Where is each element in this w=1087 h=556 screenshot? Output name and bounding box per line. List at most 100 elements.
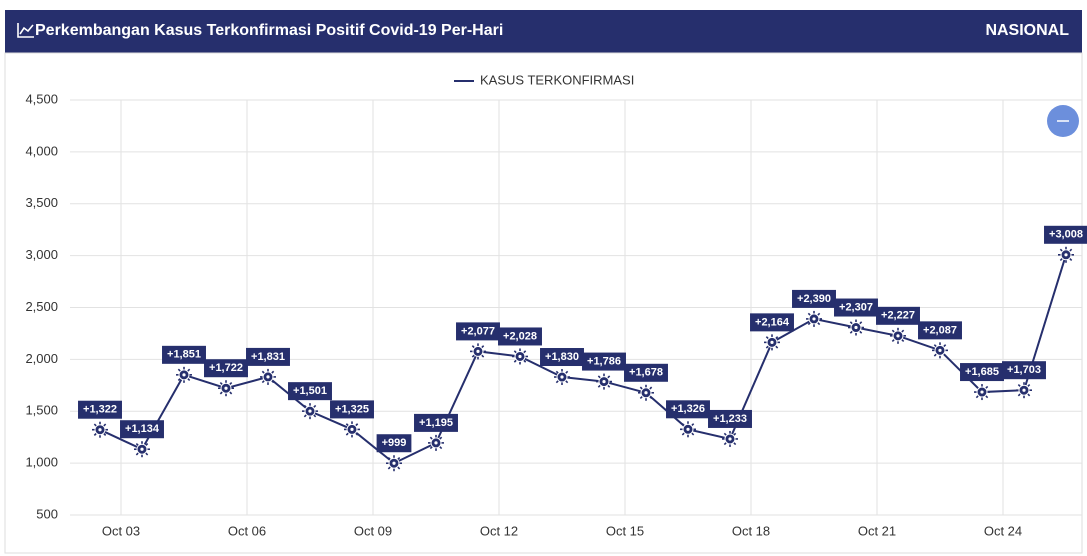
data-label: +1,678 xyxy=(624,363,668,382)
data-label-text: +1,134 xyxy=(125,423,160,435)
data-label-bg xyxy=(376,434,412,453)
data-label: +1,851 xyxy=(162,345,206,364)
marker-core xyxy=(980,390,984,394)
data-label-bg xyxy=(120,420,164,439)
marker-core xyxy=(308,409,312,413)
data-label-text: +2,390 xyxy=(797,293,831,305)
marker-core xyxy=(392,461,396,465)
x-tick-label: Oct 24 xyxy=(984,523,1022,538)
data-label-text: +2,087 xyxy=(923,324,957,336)
data-label: +1,831 xyxy=(246,347,290,366)
point-marker xyxy=(722,430,738,447)
data-label-bg xyxy=(78,400,122,419)
marker-core xyxy=(434,441,438,445)
point-marker xyxy=(134,441,150,458)
data-label-text: +1,703 xyxy=(1007,364,1041,376)
x-tick-label: Oct 09 xyxy=(354,523,392,538)
marker-core xyxy=(518,354,522,359)
data-label-bg xyxy=(498,327,542,346)
data-label-bg xyxy=(1002,361,1046,380)
data-label-bg xyxy=(162,345,206,364)
y-tick-label: 500 xyxy=(36,506,58,521)
header-bar xyxy=(5,10,1082,53)
point-marker xyxy=(512,348,528,365)
point-marker xyxy=(92,421,108,438)
data-label-bg xyxy=(246,347,290,366)
data-label-text: +999 xyxy=(382,437,407,449)
point-marker xyxy=(1016,382,1032,399)
y-tick-label: 4,000 xyxy=(25,143,58,158)
header-title: Perkembangan Kasus Terkonfirmasi Positif… xyxy=(35,22,503,39)
point-marker xyxy=(596,373,612,390)
marker-core xyxy=(812,317,816,321)
data-label: +2,307 xyxy=(834,298,878,317)
point-marker xyxy=(176,366,192,383)
point-marker xyxy=(848,319,864,336)
point-marker xyxy=(764,334,780,351)
point-marker xyxy=(806,310,822,327)
data-label-text: +1,195 xyxy=(419,417,453,429)
marker-core xyxy=(98,428,102,432)
data-label-text: +1,851 xyxy=(167,349,201,361)
point-marker xyxy=(890,327,906,344)
x-tick-label: Oct 15 xyxy=(606,523,644,538)
marker-core xyxy=(644,391,648,395)
data-label-text: +1,722 xyxy=(209,362,243,374)
data-label: +2,077 xyxy=(456,322,500,341)
data-label: +2,164 xyxy=(750,313,794,332)
data-label: +999 xyxy=(376,434,412,453)
marker-core xyxy=(602,379,606,384)
data-label-bg xyxy=(708,409,752,428)
data-label-bg xyxy=(876,306,920,325)
data-label: +1,722 xyxy=(204,359,248,378)
y-tick-label: 2,500 xyxy=(25,299,58,314)
data-label-bg xyxy=(624,363,668,382)
data-label-bg xyxy=(834,298,878,317)
data-label: +1,786 xyxy=(582,352,626,371)
series-line xyxy=(99,254,1067,465)
data-label: +2,028 xyxy=(498,327,542,346)
marker-core xyxy=(182,373,186,377)
y-tick-label: 3,500 xyxy=(25,195,58,210)
point-marker xyxy=(554,369,570,386)
data-label-text: +2,077 xyxy=(461,325,495,337)
data-label-bg xyxy=(666,400,710,419)
legend-label: KASUS TERKONFIRMASI xyxy=(480,72,634,87)
y-tick-label: 1,500 xyxy=(25,403,58,418)
data-label: +1,322 xyxy=(78,400,122,419)
data-label-bg xyxy=(330,400,374,419)
data-label-bg xyxy=(540,348,584,367)
header-region: NASIONAL xyxy=(985,22,1069,39)
data-label-bg xyxy=(288,382,332,401)
marker-core xyxy=(938,348,942,352)
data-label: +2,087 xyxy=(918,321,962,340)
data-label-bg xyxy=(456,322,500,341)
marker-core xyxy=(266,375,270,379)
data-label-text: +1,830 xyxy=(545,351,579,363)
x-tick-label: Oct 21 xyxy=(858,523,896,538)
data-label-text: +1,685 xyxy=(965,366,999,378)
marker-core xyxy=(896,334,900,338)
chart-panel xyxy=(4,52,1083,554)
data-label-text: +1,501 xyxy=(293,385,327,397)
data-label: +3,008 xyxy=(1044,225,1087,244)
data-label-text: +1,786 xyxy=(587,355,621,367)
y-tick-label: 3,000 xyxy=(25,247,58,262)
data-label-text: +1,326 xyxy=(671,403,705,415)
data-label: +1,830 xyxy=(540,348,584,367)
data-label-text: +1,325 xyxy=(335,403,369,415)
data-label-bg xyxy=(750,313,794,332)
point-marker xyxy=(932,342,948,359)
data-label-text: +1,322 xyxy=(83,404,117,416)
data-label: +1,325 xyxy=(330,400,374,419)
marker-core xyxy=(770,340,774,344)
point-marker xyxy=(302,403,318,420)
point-marker xyxy=(344,421,360,438)
point-marker xyxy=(974,384,990,401)
data-label-bg xyxy=(204,359,248,378)
point-marker xyxy=(1058,246,1074,263)
data-label-text: +1,831 xyxy=(251,351,285,363)
data-label-text: +3,008 xyxy=(1049,229,1083,241)
data-label-bg xyxy=(1044,225,1087,244)
